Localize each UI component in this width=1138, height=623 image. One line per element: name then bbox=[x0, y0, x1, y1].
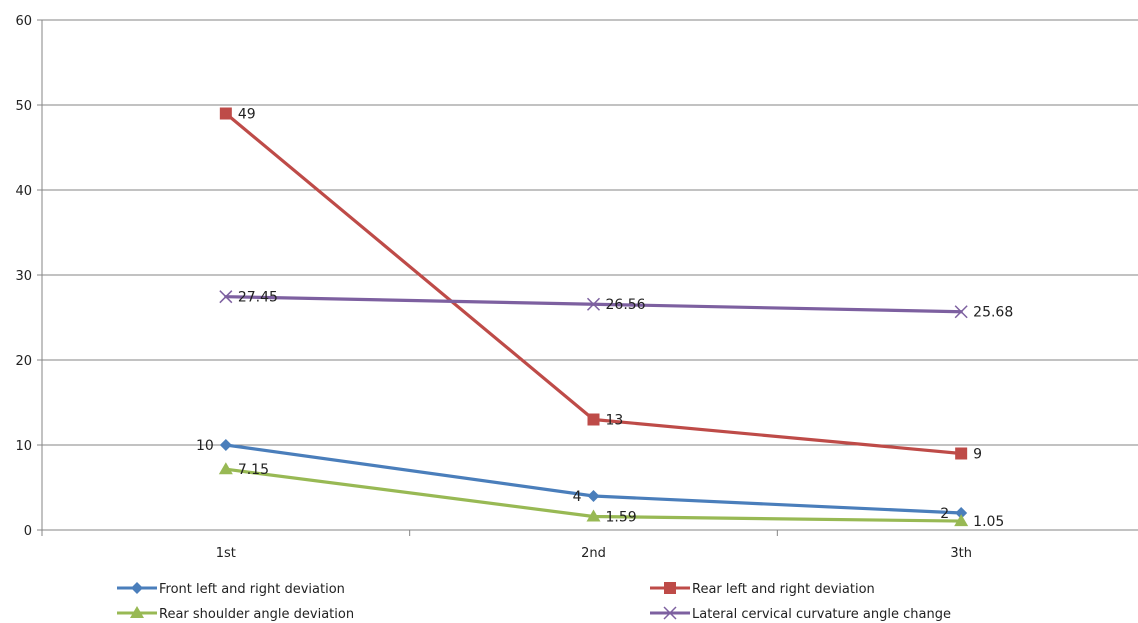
data-label: 13 bbox=[606, 413, 624, 429]
legend-marker bbox=[131, 582, 143, 594]
data-label: 26.56 bbox=[606, 297, 646, 313]
series-line bbox=[224, 443, 963, 515]
y-tick-label: 10 bbox=[15, 439, 32, 454]
y-tick-label: 50 bbox=[15, 99, 32, 114]
legend: Front left and right deviation Rear left … bbox=[117, 582, 951, 622]
legend-entry: Front left and right deviation bbox=[117, 582, 345, 597]
x-tick-label: 3th bbox=[950, 546, 972, 561]
data-label: 27.45 bbox=[238, 290, 278, 306]
x-tick-label: 1st bbox=[216, 546, 236, 561]
data-label: 9 bbox=[973, 447, 982, 463]
legend-marker bbox=[664, 582, 676, 594]
y-tick-label: 30 bbox=[15, 269, 32, 284]
marker-stroke bbox=[954, 305, 968, 319]
y-tick-label: 0 bbox=[24, 524, 32, 539]
data-label: 25.68 bbox=[973, 305, 1013, 321]
legend-label: Front left and right deviation bbox=[159, 582, 345, 597]
y-axis: 0 10 20 30 40 50 60 bbox=[15, 14, 43, 539]
data-point bbox=[587, 490, 600, 502]
data-point bbox=[219, 107, 232, 120]
legend-label: Rear shoulder angle deviation bbox=[159, 607, 354, 622]
data-labels: 10 4 2 49 13 9 7.15 1.59 1.05 27.45 26.56 25.68 bbox=[196, 107, 1013, 531]
data-label: 49 bbox=[238, 107, 256, 123]
legend-marker bbox=[130, 606, 144, 618]
data-point bbox=[586, 509, 601, 522]
y-tick-label: 60 bbox=[15, 14, 32, 29]
y-tick-label: 40 bbox=[15, 184, 32, 199]
series-line bbox=[224, 111, 963, 456]
y-tick-label: 20 bbox=[15, 354, 32, 369]
marker-stroke bbox=[219, 290, 233, 304]
data-point bbox=[955, 447, 968, 460]
series-markers bbox=[218, 107, 969, 527]
data-label: 2 bbox=[940, 506, 949, 522]
legend-label: Lateral cervical curvature angle change bbox=[692, 607, 951, 622]
gridlines bbox=[42, 19, 1138, 446]
data-point bbox=[219, 290, 233, 304]
data-label: 4 bbox=[573, 489, 582, 505]
data-label: 1.59 bbox=[606, 509, 637, 525]
data-point bbox=[954, 305, 968, 319]
x-axis: 1st 2nd 3th bbox=[41, 529, 1138, 561]
legend-label: Rear left and right deviation bbox=[692, 582, 875, 597]
data-label: 1.05 bbox=[973, 514, 1004, 530]
data-point bbox=[955, 507, 968, 519]
data-point bbox=[219, 439, 232, 451]
marker-stroke bbox=[663, 606, 677, 620]
legend-entry: Lateral cervical curvature angle change bbox=[650, 606, 951, 622]
legend-entry: Rear shoulder angle deviation bbox=[117, 606, 354, 622]
data-point bbox=[587, 413, 600, 426]
marker-stroke bbox=[586, 297, 601, 311]
series-lines bbox=[224, 111, 963, 523]
legend-entry: Rear left and right deviation bbox=[650, 582, 875, 597]
data-label: 7.15 bbox=[238, 462, 269, 478]
data-label: 10 bbox=[196, 438, 214, 454]
x-tick-label: 2nd bbox=[581, 546, 606, 561]
data-point bbox=[586, 297, 601, 311]
legend-marker bbox=[663, 606, 677, 620]
data-point bbox=[954, 514, 969, 527]
data-point bbox=[218, 462, 233, 475]
